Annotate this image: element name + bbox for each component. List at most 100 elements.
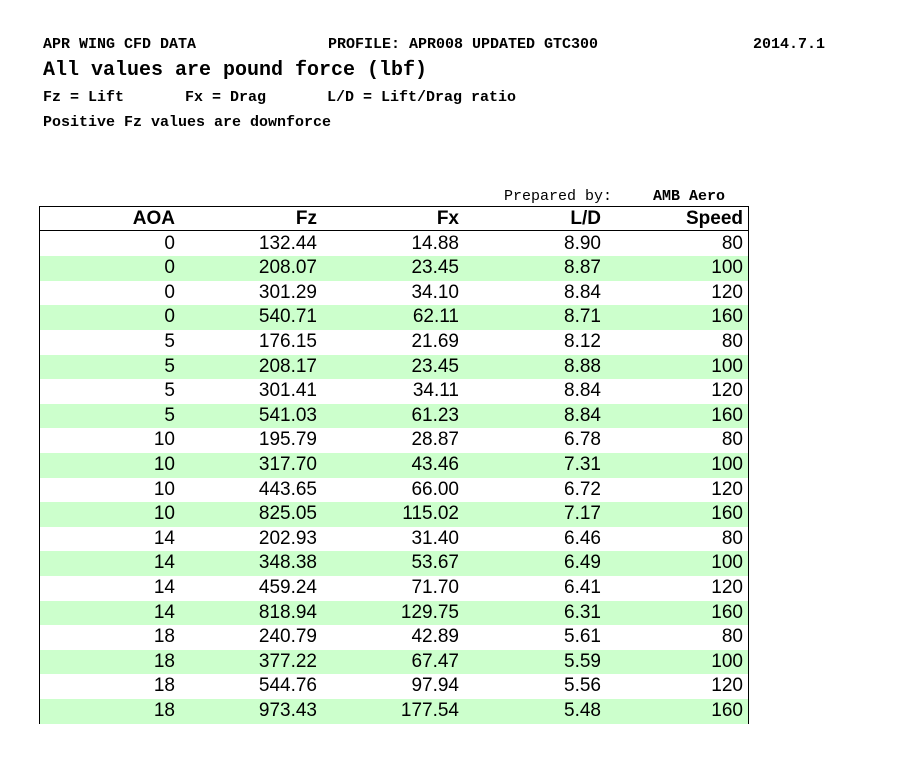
legend-item: L/D = Lift/Drag ratio [327, 89, 517, 106]
table-cell: 10 [153, 478, 175, 500]
profile: PROFILE: APR008 UPDATED GTC300 [328, 36, 599, 53]
table-cell: 31.40 [411, 527, 459, 549]
table-cell: 8.87 [564, 257, 601, 279]
table-cell: 301.41 [258, 380, 317, 402]
table-cell: 18 [153, 650, 175, 672]
table-row: 14 818.94 129.75 6.31 160 [40, 600, 748, 626]
table-cell: 8.84 [564, 281, 601, 303]
table-cell: 6.49 [564, 552, 601, 574]
table-cell: 377.22 [258, 650, 317, 672]
table-cell: 132.44 [258, 232, 317, 254]
table-cell: 240.79 [258, 626, 317, 648]
table-cell: 71.70 [411, 576, 459, 598]
table-cell: 6.41 [564, 576, 601, 598]
table-row: 18 240.79 42.89 5.61 80 [40, 625, 748, 650]
table-cell: 818.94 [258, 601, 317, 623]
table-row: 10 195.79 28.87 6.78 80 [40, 428, 748, 453]
table-cell: 544.76 [258, 675, 317, 697]
table-cell: 42.89 [411, 626, 459, 648]
table-cell: 8.90 [564, 232, 601, 254]
date: 2014.7.1 [753, 36, 826, 53]
column-header: Fx [436, 208, 459, 229]
table-cell: 177.54 [400, 699, 459, 721]
table-cell: 23.45 [411, 355, 459, 377]
table-cell: 541.03 [258, 404, 317, 426]
table-cell: 14 [153, 576, 175, 598]
table-row: 0 540.71 62.11 8.71 160 [40, 305, 748, 330]
table-row: 10 443.65 66.00 6.72 120 [40, 478, 748, 503]
table-row: 0 132.44 14.88 8.90 80 [40, 232, 748, 257]
table-cell: 14 [153, 527, 175, 549]
table-cell: 160 [711, 699, 743, 721]
table-cell: 80 [721, 527, 743, 549]
note: Positive Fz values are downforce [43, 114, 332, 131]
table-cell: 8.84 [564, 404, 601, 426]
table-row: 5 176.15 21.69 8.12 80 [40, 330, 748, 355]
table-row: 10 317.70 43.46 7.31 100 [40, 452, 748, 478]
table-cell: 80 [721, 429, 743, 451]
prepared-label: Prepared by: [504, 188, 613, 205]
table-cell: 43.46 [411, 453, 459, 475]
table-cell: 7.17 [564, 503, 601, 525]
table-cell: 6.31 [564, 601, 601, 623]
table-cell: 317.70 [258, 453, 317, 475]
table-cell: 825.05 [258, 503, 317, 525]
table-cell: 34.10 [411, 281, 459, 303]
table-cell: 5 [164, 355, 175, 377]
table-cell: 160 [711, 404, 743, 426]
table-cell: 80 [721, 232, 743, 254]
column-header: Fz [295, 208, 317, 229]
table-cell: 459.24 [258, 576, 317, 598]
table-cell: 195.79 [258, 429, 317, 451]
table-cell: 18 [153, 699, 175, 721]
table-cell: 0 [164, 232, 175, 254]
table-cell: 80 [721, 626, 743, 648]
table-cell: 100 [711, 355, 743, 377]
table-cell: 301.29 [258, 281, 317, 303]
table-cell: 348.38 [258, 552, 317, 574]
table-cell: 10 [153, 503, 175, 525]
table-cell: 14 [153, 552, 175, 574]
table-cell: 120 [711, 576, 743, 598]
table-cell: 61.23 [411, 404, 459, 426]
table-cell: 8.84 [564, 380, 601, 402]
table-cell: 443.65 [258, 478, 317, 500]
table-cell: 129.75 [400, 601, 459, 623]
table-cell: 8.12 [564, 330, 601, 352]
table-cell: 120 [711, 281, 743, 303]
column-header: Speed [685, 208, 743, 229]
table-cell: 5.61 [564, 626, 601, 648]
column-header: AOA [132, 208, 175, 229]
table-cell: 5 [164, 330, 175, 352]
table-row: 0 208.07 23.45 8.87 100 [40, 256, 748, 281]
table-cell: 100 [711, 257, 743, 279]
table-row: 5 301.41 34.11 8.84 120 [40, 379, 748, 404]
table-row: 10 825.05 115.02 7.17 160 [40, 502, 748, 527]
table-cell: 5 [164, 380, 175, 402]
table-cell: 208.17 [258, 355, 317, 377]
table-row: 14 459.24 71.70 6.41 120 [40, 576, 748, 601]
table-cell: 10 [153, 453, 175, 475]
table-cell: 80 [721, 330, 743, 352]
table-row: 5 541.03 61.23 8.84 160 [40, 403, 748, 429]
table-cell: 120 [711, 478, 743, 500]
table-cell: 160 [711, 306, 743, 328]
table-cell: 10 [153, 429, 175, 451]
table-cell: 6.46 [564, 527, 601, 549]
table-cell: 8.71 [564, 306, 601, 328]
table-row: 18 973.43 177.54 5.48 160 [40, 698, 748, 724]
table-cell: 202.93 [258, 527, 317, 549]
table-cell: 7.31 [564, 453, 601, 475]
table-cell: 8.88 [564, 355, 601, 377]
table-cell: 97.94 [411, 675, 459, 697]
table-cell: 18 [153, 675, 175, 697]
table-cell: 100 [711, 650, 743, 672]
table-cell: 208.07 [258, 257, 317, 279]
table-cell: 5 [164, 404, 175, 426]
table-cell: 176.15 [258, 330, 317, 352]
table-cell: 0 [164, 306, 175, 328]
table-cell: 160 [711, 601, 743, 623]
table-cell: 28.87 [411, 429, 459, 451]
table-cell: 115.02 [402, 503, 459, 525]
